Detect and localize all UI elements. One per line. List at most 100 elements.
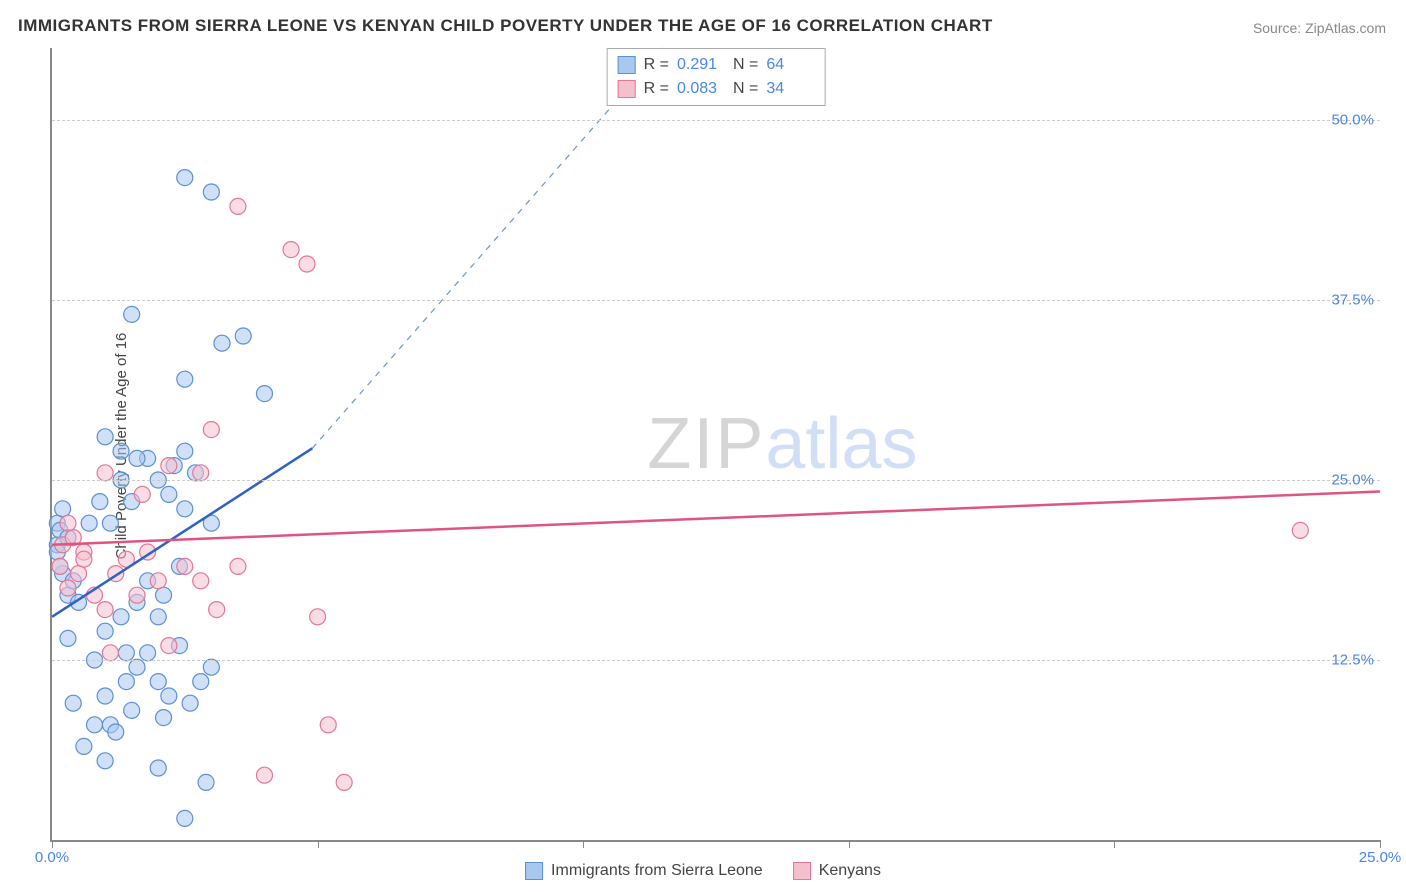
swatch-series-2 bbox=[618, 80, 636, 98]
data-point bbox=[1292, 522, 1308, 538]
data-point bbox=[124, 306, 140, 322]
data-point bbox=[113, 443, 129, 459]
legend-swatch-series-1 bbox=[525, 862, 543, 880]
data-point bbox=[60, 580, 76, 596]
n-value-series-1: 64 bbox=[766, 53, 814, 77]
r-label: R = bbox=[644, 77, 669, 101]
data-point bbox=[299, 256, 315, 272]
y-tick-label: 25.0% bbox=[1331, 472, 1374, 489]
data-point bbox=[76, 738, 92, 754]
data-point bbox=[65, 695, 81, 711]
data-point bbox=[193, 573, 209, 589]
data-point bbox=[209, 602, 225, 618]
stats-legend-box: R = 0.291 N = 64 R = 0.083 N = 34 bbox=[607, 48, 826, 106]
data-point bbox=[150, 760, 166, 776]
data-point bbox=[161, 638, 177, 654]
data-point bbox=[203, 659, 219, 675]
data-point bbox=[161, 458, 177, 474]
data-point bbox=[140, 645, 156, 661]
data-point bbox=[203, 422, 219, 438]
gridline-h bbox=[52, 120, 1380, 121]
chart-title: IMMIGRANTS FROM SIERRA LEONE VS KENYAN C… bbox=[18, 16, 993, 36]
data-point bbox=[97, 465, 113, 481]
data-point bbox=[108, 724, 124, 740]
data-point bbox=[336, 774, 352, 790]
data-point bbox=[60, 630, 76, 646]
data-point bbox=[320, 717, 336, 733]
data-point bbox=[113, 609, 129, 625]
n-label: N = bbox=[733, 77, 758, 101]
data-point bbox=[230, 198, 246, 214]
data-point bbox=[150, 674, 166, 690]
stats-row-series-1: R = 0.291 N = 64 bbox=[618, 53, 815, 77]
data-point bbox=[177, 810, 193, 826]
data-point bbox=[71, 566, 87, 582]
data-point bbox=[55, 501, 71, 517]
data-point bbox=[198, 774, 214, 790]
data-point bbox=[256, 386, 272, 402]
gridline-h bbox=[52, 300, 1380, 301]
x-tick bbox=[849, 840, 850, 848]
legend-item-series-1: Immigrants from Sierra Leone bbox=[525, 862, 763, 880]
data-point bbox=[97, 753, 113, 769]
data-point bbox=[156, 587, 172, 603]
y-tick-label: 12.5% bbox=[1331, 652, 1374, 669]
data-point bbox=[161, 486, 177, 502]
data-point bbox=[283, 242, 299, 258]
data-point bbox=[214, 335, 230, 351]
data-point bbox=[235, 328, 251, 344]
data-point bbox=[97, 602, 113, 618]
data-point bbox=[129, 450, 145, 466]
data-point bbox=[150, 573, 166, 589]
trend-line bbox=[52, 448, 312, 616]
data-point bbox=[92, 494, 108, 510]
data-point bbox=[129, 587, 145, 603]
data-point bbox=[81, 515, 97, 531]
data-point bbox=[86, 717, 102, 733]
r-value-series-2: 0.083 bbox=[677, 77, 725, 101]
data-point bbox=[193, 465, 209, 481]
chart-svg bbox=[52, 48, 1380, 840]
plot-area: ZIPatlas R = 0.291 N = 64 R = 0.083 N = … bbox=[50, 48, 1380, 842]
data-point bbox=[97, 623, 113, 639]
n-label: N = bbox=[733, 53, 758, 77]
data-point bbox=[177, 558, 193, 574]
n-value-series-2: 34 bbox=[766, 77, 814, 101]
y-tick-label: 50.0% bbox=[1331, 112, 1374, 129]
gridline-h bbox=[52, 480, 1380, 481]
trend-line bbox=[52, 492, 1380, 545]
data-point bbox=[60, 515, 76, 531]
gridline-h bbox=[52, 660, 1380, 661]
data-point bbox=[97, 688, 113, 704]
data-point bbox=[134, 486, 150, 502]
data-point bbox=[182, 695, 198, 711]
x-tick-label: 0.0% bbox=[35, 849, 69, 866]
legend-label-series-1: Immigrants from Sierra Leone bbox=[551, 862, 763, 880]
bottom-legend: Immigrants from Sierra Leone Kenyans bbox=[525, 862, 881, 880]
trend-line-extrapolated bbox=[312, 48, 663, 448]
legend-item-series-2: Kenyans bbox=[793, 862, 881, 880]
data-point bbox=[102, 645, 118, 661]
y-tick-label: 37.5% bbox=[1331, 292, 1374, 309]
data-point bbox=[76, 551, 92, 567]
data-point bbox=[177, 170, 193, 186]
x-tick bbox=[318, 840, 319, 848]
x-tick-label: 25.0% bbox=[1359, 849, 1402, 866]
data-point bbox=[52, 558, 68, 574]
data-point bbox=[193, 674, 209, 690]
data-point bbox=[203, 184, 219, 200]
data-point bbox=[118, 674, 134, 690]
data-point bbox=[102, 515, 118, 531]
data-point bbox=[156, 710, 172, 726]
legend-label-series-2: Kenyans bbox=[819, 862, 881, 880]
legend-swatch-series-2 bbox=[793, 862, 811, 880]
data-point bbox=[150, 609, 166, 625]
data-point bbox=[118, 645, 134, 661]
data-point bbox=[97, 429, 113, 445]
data-point bbox=[124, 702, 140, 718]
data-point bbox=[161, 688, 177, 704]
data-point bbox=[177, 501, 193, 517]
data-point bbox=[310, 609, 326, 625]
x-tick bbox=[52, 840, 53, 848]
r-label: R = bbox=[644, 53, 669, 77]
